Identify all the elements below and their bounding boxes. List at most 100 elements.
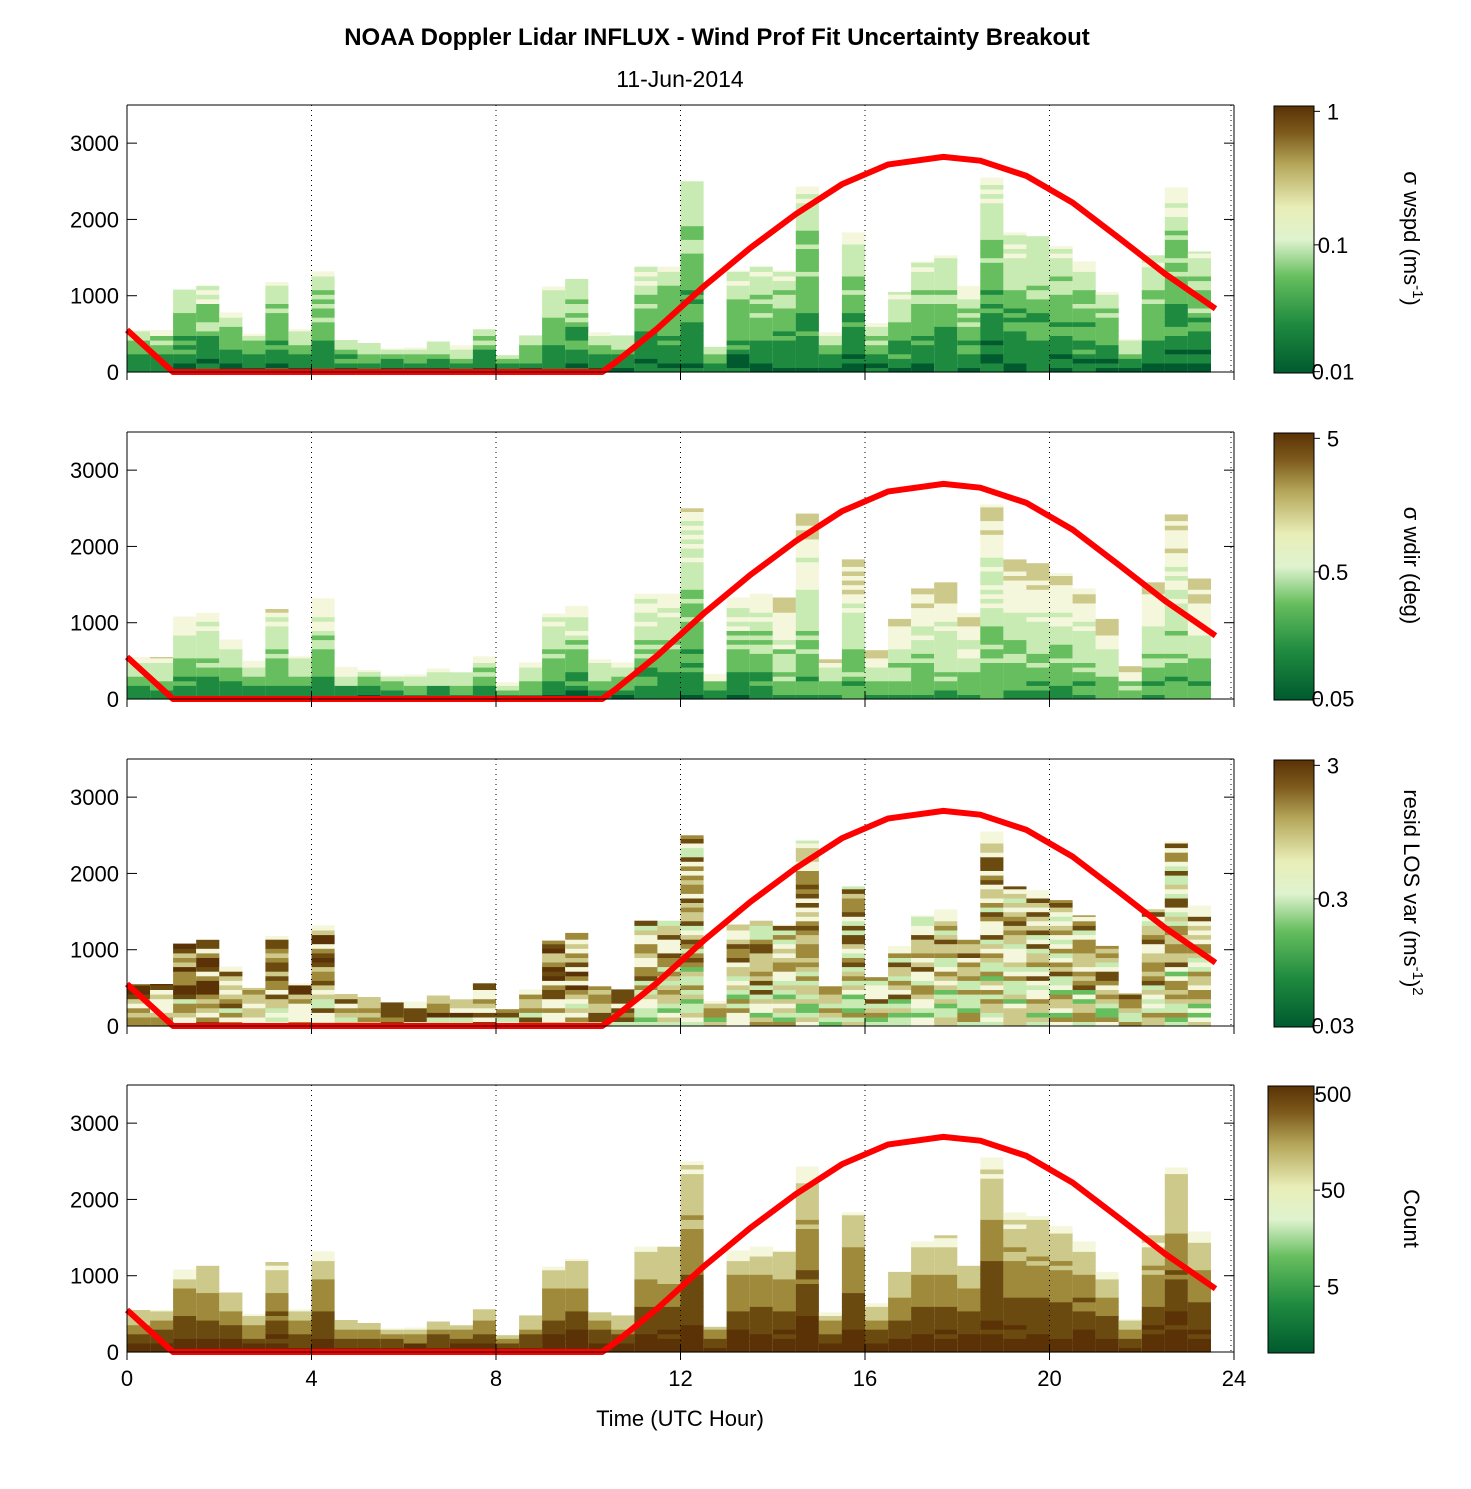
heatmap-cell — [888, 952, 912, 958]
heatmap-cell — [818, 1329, 842, 1335]
heatmap-cell — [357, 997, 381, 1000]
heatmap-cell — [196, 671, 220, 677]
heatmap-cell — [772, 317, 796, 323]
heatmap-cell — [749, 607, 773, 613]
heatmap-cell — [795, 865, 819, 871]
heatmap-cell — [749, 1292, 773, 1298]
heatmap-cell — [703, 346, 727, 350]
heatmap-cell — [1095, 326, 1119, 332]
y-tick-label: 3000 — [70, 458, 119, 483]
heatmap-cell — [726, 685, 750, 691]
heatmap-cell — [1141, 582, 1165, 586]
heatmap-cell — [1164, 1219, 1188, 1225]
heatmap-cell — [588, 667, 612, 673]
heatmap-cell — [680, 1292, 704, 1298]
heatmap-cell — [865, 1306, 889, 1312]
heatmap-cell — [357, 670, 381, 673]
colorbar-tick-label: 500 — [1315, 1082, 1352, 1107]
heatmap-cell — [1187, 694, 1211, 700]
heatmap-cell — [1187, 952, 1211, 958]
heatmap-cell — [772, 335, 796, 341]
heatmap-cell — [795, 980, 819, 986]
heatmap-cell — [680, 257, 704, 263]
heatmap-cell — [565, 312, 589, 318]
heatmap-cell — [772, 597, 796, 599]
heatmap-cell — [288, 657, 312, 663]
heatmap-cell — [772, 1251, 796, 1257]
heatmap-cell — [772, 612, 796, 618]
heatmap-cell — [749, 353, 773, 359]
heatmap-cell — [934, 262, 958, 268]
heatmap-cell — [127, 1012, 151, 1018]
heatmap-cell — [426, 353, 450, 359]
heatmap-cell — [357, 689, 381, 695]
heatmap-cell — [1095, 945, 1119, 949]
heatmap-cell — [726, 639, 750, 645]
heatmap-cell — [841, 362, 865, 368]
heatmap-cell — [841, 1212, 865, 1216]
heatmap-cell — [1164, 653, 1188, 659]
heatmap-cell — [1026, 667, 1050, 673]
heatmap-cell — [841, 1315, 865, 1321]
heatmap-cell — [357, 1016, 381, 1022]
heatmap-cell — [1118, 358, 1142, 364]
heatmap-cell — [911, 1342, 935, 1348]
heatmap-cell — [242, 660, 266, 663]
heatmap-cell — [519, 335, 543, 341]
heatmap-cell — [265, 285, 289, 291]
heatmap-cell — [980, 1003, 1004, 1009]
heatmap-cell — [542, 1016, 566, 1022]
heatmap-cell — [542, 312, 566, 318]
heatmap-cell — [1164, 911, 1188, 917]
heatmap-cell — [1187, 307, 1211, 314]
heatmap-cell — [934, 621, 958, 627]
heatmap-cell — [841, 961, 865, 968]
heatmap-cell — [1026, 689, 1050, 695]
heatmap-cell — [542, 685, 566, 691]
colorbar-label-sup: -1 — [1409, 967, 1426, 980]
heatmap-cell — [1026, 598, 1050, 604]
heatmap-cell — [888, 621, 912, 627]
heatmap-cell — [1049, 1269, 1073, 1275]
heatmap-cell — [1164, 330, 1188, 336]
heatmap-cell — [934, 312, 958, 318]
heatmap-cell — [749, 271, 773, 277]
heatmap-cell — [357, 362, 381, 368]
heatmap-cell — [657, 1265, 681, 1271]
heatmap-cell — [311, 289, 335, 295]
heatmap-cell — [565, 1003, 589, 1009]
heatmap-cell — [934, 1333, 958, 1339]
heatmap-cell — [980, 842, 1004, 849]
heatmap-cell — [795, 285, 819, 291]
heatmap-cell — [795, 1278, 819, 1284]
heatmap-cell — [1187, 1269, 1211, 1275]
heatmap-cell — [565, 1012, 589, 1018]
heatmap-cell — [1072, 916, 1096, 922]
heatmap-cell — [980, 648, 1004, 654]
heatmap-cell — [841, 907, 865, 913]
heatmap-cell — [242, 1333, 266, 1339]
heatmap-cell — [1072, 653, 1096, 659]
heatmap-cell — [219, 975, 243, 981]
heatmap-cell — [1003, 929, 1027, 936]
heatmap-cell — [1187, 1231, 1211, 1234]
heatmap-cell — [888, 1271, 912, 1275]
heatmap-cell — [265, 358, 289, 364]
heatmap-cell — [588, 994, 612, 1000]
heatmap-cell — [911, 667, 935, 673]
heatmap-cell — [426, 344, 450, 350]
heatmap-cell — [726, 1269, 750, 1275]
heatmap-cell — [1026, 1306, 1050, 1312]
heatmap-cell — [1049, 257, 1073, 263]
heatmap-cell — [1026, 902, 1050, 908]
heatmap-cell — [173, 1278, 197, 1284]
heatmap-cell — [772, 1292, 796, 1298]
heatmap-cell — [911, 1260, 935, 1266]
heatmap-cell — [634, 294, 658, 300]
heatmap-cell — [795, 335, 819, 341]
heatmap-cell — [1187, 280, 1211, 286]
heatmap-cell — [888, 1007, 912, 1013]
heatmap-cell — [565, 1260, 589, 1266]
heatmap-cell — [1095, 1278, 1119, 1284]
heatmap-cell — [841, 1016, 865, 1022]
